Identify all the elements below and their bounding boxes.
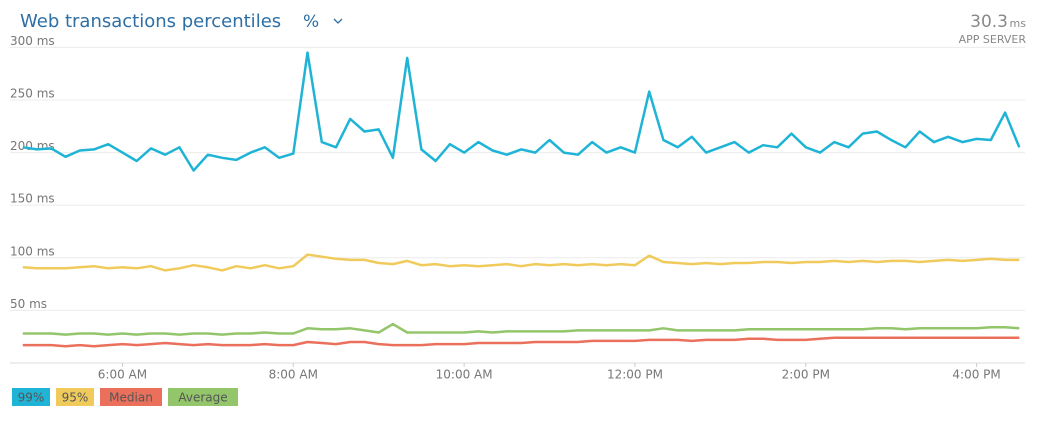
series-line [22, 51, 1021, 172]
y-tick-label: 150 ms [10, 192, 55, 206]
y-tick-label: 100 ms [10, 244, 55, 258]
y-tick-label: 250 ms [10, 86, 55, 100]
summary-value: 30.3 [970, 12, 1008, 32]
legend-item[interactable]: 95% [56, 388, 94, 406]
series-line [22, 336, 1020, 348]
legend-item[interactable]: Median [100, 388, 162, 406]
legend-swatch [56, 388, 94, 406]
series-line [22, 322, 1020, 336]
legend-swatch [168, 388, 238, 406]
x-tick-label: 2:00 PM [782, 368, 830, 382]
x-tick-label: 4:00 PM [952, 368, 1000, 382]
legend-item[interactable]: 99% [12, 388, 50, 406]
x-tick-label: 10:00 AM [436, 368, 493, 382]
series-line [22, 253, 1020, 272]
legend-swatch [100, 388, 162, 406]
x-tick-label: 8:00 AM [269, 368, 318, 382]
x-tick-label: 12:00 PM [607, 368, 663, 382]
legend-label: 99% [18, 391, 45, 405]
summary-unit: ms [1010, 17, 1027, 30]
x-tick-label: 6:00 AM [98, 368, 147, 382]
summary-label: APP SERVER [959, 33, 1027, 46]
metric-selector[interactable]: % [303, 12, 319, 32]
y-tick-label: 50 ms [10, 297, 47, 311]
y-tick-label: 300 ms [10, 34, 55, 48]
y-tick-label: 200 ms [10, 139, 55, 153]
legend-item[interactable]: Average [168, 388, 238, 406]
legend-swatch [12, 388, 50, 406]
legend-label: 95% [62, 391, 89, 405]
selector-chevron[interactable] [333, 18, 343, 24]
legend-label: Median [109, 391, 153, 405]
legend-label: Average [178, 391, 227, 405]
chart-title: Web transactions percentiles [20, 11, 281, 32]
